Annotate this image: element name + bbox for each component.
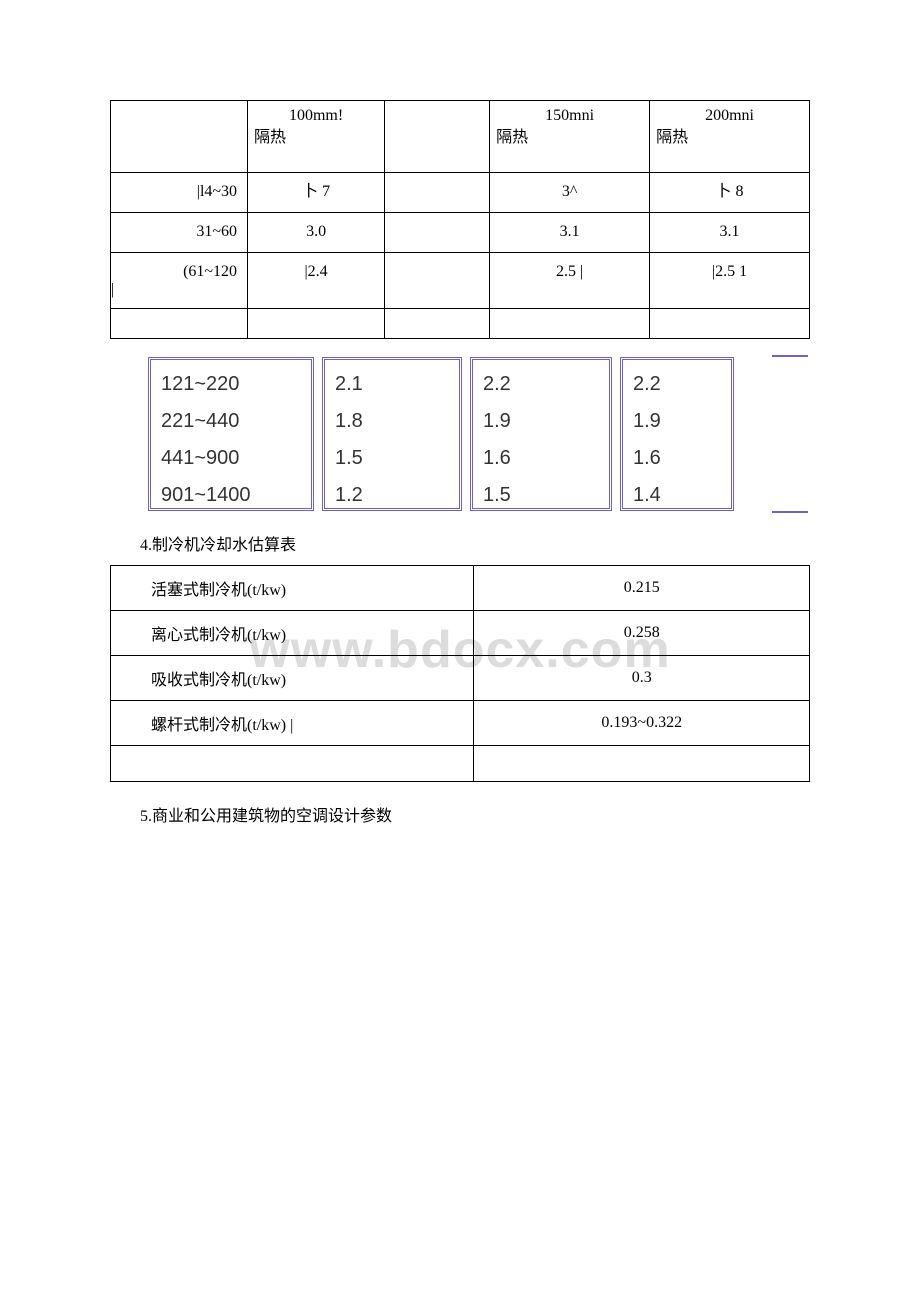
value-cell: 1.9	[631, 403, 723, 440]
table-row: |l4~30 卜 7 3^ 卜 8	[111, 172, 810, 212]
chiller-value-cell: 0.215	[474, 565, 810, 610]
value-cell: 1.2	[333, 477, 451, 514]
table-empty-row	[111, 745, 810, 781]
chiller-value-cell: 0.258	[474, 610, 810, 655]
cell-value: 3^	[490, 172, 650, 212]
cell-value: 3.1	[490, 212, 650, 252]
table-empty-row	[111, 308, 810, 338]
cell-value: |2.4	[248, 252, 385, 308]
value-cell: 1.9	[481, 403, 601, 440]
document-page: 100mm! 隔热 150mni 隔热 200mni 隔热 |l4~30 卜 7…	[0, 0, 920, 826]
range-cell: 441~900	[159, 440, 303, 477]
cell-range: |l4~30	[111, 172, 248, 212]
chiller-type-cell: 离心式制冷机(t/kw)	[111, 610, 474, 655]
value-cell: 2.1	[333, 366, 451, 403]
table-row: 吸收式制冷机(t/kw) 0.3	[111, 655, 810, 700]
range-cell: 121~220	[159, 366, 303, 403]
header-100mm-line1: 100mm!	[254, 105, 378, 127]
header-150mm-line2: 隔热	[496, 127, 643, 149]
chiller-type-cell: 活塞式制冷机(t/kw)	[111, 565, 474, 610]
range-cell: 221~440	[159, 403, 303, 440]
table-row: 螺杆式制冷机(t/kw) | 0.193~0.322	[111, 700, 810, 745]
cell-range: 31~60	[111, 212, 248, 252]
table-row: | (61~120 |2.4 2.5 | |2.5 1	[111, 252, 810, 308]
chiller-type-cell: 螺杆式制冷机(t/kw) |	[111, 700, 474, 745]
value-cell: 1.6	[631, 440, 723, 477]
insulation-table: 100mm! 隔热 150mni 隔热 200mni 隔热 |l4~30 卜 7…	[110, 100, 810, 339]
purple-column-values1: 2.1 1.8 1.5 1.2	[322, 357, 462, 511]
value-cell: 1.6	[481, 440, 601, 477]
purple-outer-border	[772, 355, 808, 513]
chiller-value-cell: 0.3	[474, 655, 810, 700]
cooling-water-table: 活塞式制冷机(t/kw) 0.215 离心式制冷机(t/kw) 0.258 吸收…	[110, 565, 810, 782]
value-cell: 2.2	[481, 366, 601, 403]
section5-heading: 5.商业和公用建筑物的空调设计参数	[140, 802, 810, 826]
cell-range: (61~120	[183, 263, 237, 280]
value-cell: 1.4	[631, 477, 723, 514]
table-row: 活塞式制冷机(t/kw) 0.215	[111, 565, 810, 610]
range-cell: 901~1400	[159, 477, 303, 514]
pipe-mark: |	[111, 279, 114, 301]
table-row: 31~60 3.0 3.1 3.1	[111, 212, 810, 252]
table-row: 离心式制冷机(t/kw) 0.258	[111, 610, 810, 655]
value-cell: 1.5	[333, 440, 451, 477]
table-header-row: 100mm! 隔热 150mni 隔热 200mni 隔热	[111, 101, 810, 173]
value-cell: 1.5	[481, 477, 601, 514]
purple-column-ranges: 121~220 221~440 441~900 901~1400	[148, 357, 314, 511]
purple-column-values2: 2.2 1.9 1.6 1.5	[470, 357, 612, 511]
chiller-type-cell: 吸收式制冷机(t/kw)	[111, 655, 474, 700]
value-cell: 2.2	[631, 366, 723, 403]
cell-value: 卜 8	[650, 172, 810, 212]
header-100mm-line2: 隔热	[254, 127, 378, 149]
cell-value: 卜 7	[248, 172, 385, 212]
section4-heading: 4.制冷机冷却水估算表	[140, 531, 810, 555]
purple-column-values3: 2.2 1.9 1.6 1.4	[620, 357, 734, 511]
cell-value: 3.1	[650, 212, 810, 252]
header-200mm-line1: 200mni	[656, 105, 803, 127]
cell-value: 2.5 |	[490, 252, 650, 308]
value-cell: 1.8	[333, 403, 451, 440]
purple-box-table: 121~220 221~440 441~900 901~1400 2.1 1.8…	[148, 357, 772, 511]
cell-value: |2.5 1	[650, 252, 810, 308]
header-150mm-line1: 150mni	[496, 105, 643, 127]
header-200mm-line2: 隔热	[656, 127, 803, 149]
cell-value: 3.0	[248, 212, 385, 252]
chiller-value-cell: 0.193~0.322	[474, 700, 810, 745]
